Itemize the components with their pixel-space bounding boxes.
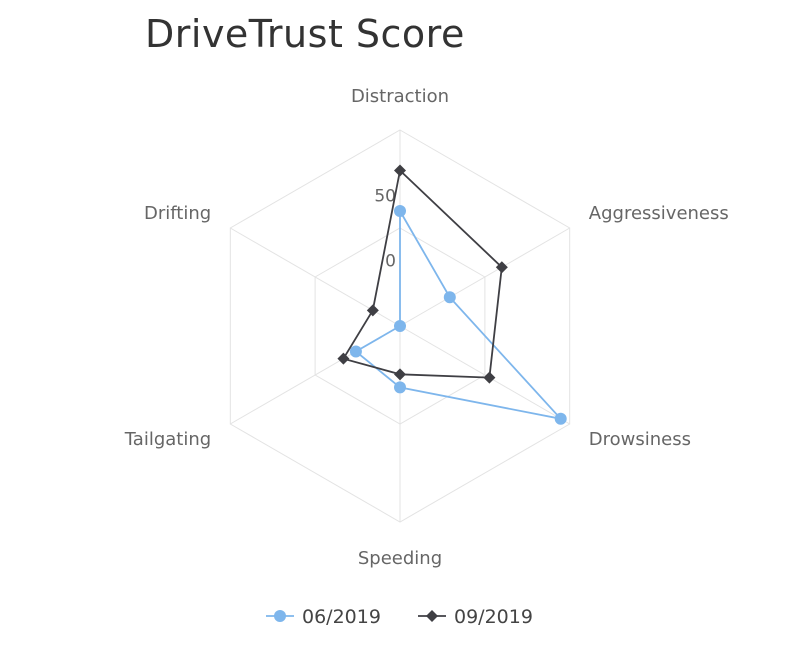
axis-label-tailgating: Tailgating	[124, 429, 211, 450]
data-point-1-0[interactable]	[394, 164, 406, 177]
data-point-0-1[interactable]	[443, 291, 456, 304]
tick-label-50: 50	[374, 186, 396, 206]
grid-spoke-2	[399, 325, 570, 425]
data-point-0-2[interactable]	[554, 412, 567, 425]
legend-item-0[interactable]: 06/2019	[266, 606, 381, 628]
data-point-0-0[interactable]	[394, 205, 406, 217]
grid-spoke-1	[399, 227, 570, 327]
legend-item-1[interactable]: 09/2019	[418, 606, 533, 628]
data-point-0-5[interactable]	[394, 320, 406, 332]
tick-label-0: 0	[385, 252, 396, 272]
data-point-1-1[interactable]	[495, 261, 508, 274]
axis-label-drifting: Drifting	[144, 203, 211, 224]
legend-label-1: 09/2019	[454, 606, 533, 628]
tick-labels: 0 50	[374, 186, 396, 271]
chart-title: DriveTrust Score	[145, 12, 465, 56]
axis-label-distraction: Distraction	[351, 86, 449, 107]
axis-label-speeding: Speeding	[358, 548, 442, 569]
data-point-1-2[interactable]	[483, 371, 496, 384]
legend-marker-0	[274, 610, 286, 622]
axis-label-drowsiness: Drowsiness	[589, 429, 691, 450]
data-point-0-3[interactable]	[394, 381, 406, 394]
legend-marker-1	[426, 610, 438, 622]
legend-label-0: 06/2019	[302, 606, 381, 628]
series-1	[337, 164, 508, 384]
data-point-1-4[interactable]	[337, 352, 350, 365]
data-point-0-4[interactable]	[349, 345, 362, 358]
series-0	[349, 205, 567, 425]
legend[interactable]: 06/2019 09/2019	[266, 606, 533, 628]
series-line-1	[342, 168, 503, 379]
data-point-1-3[interactable]	[394, 368, 406, 381]
axis-labels: Distraction Aggressiveness Drowsiness Speed…	[124, 86, 729, 569]
data-point-1-5[interactable]	[366, 304, 379, 317]
series-layer	[337, 164, 567, 425]
axis-label-aggressiveness: Aggressiveness	[589, 203, 729, 224]
